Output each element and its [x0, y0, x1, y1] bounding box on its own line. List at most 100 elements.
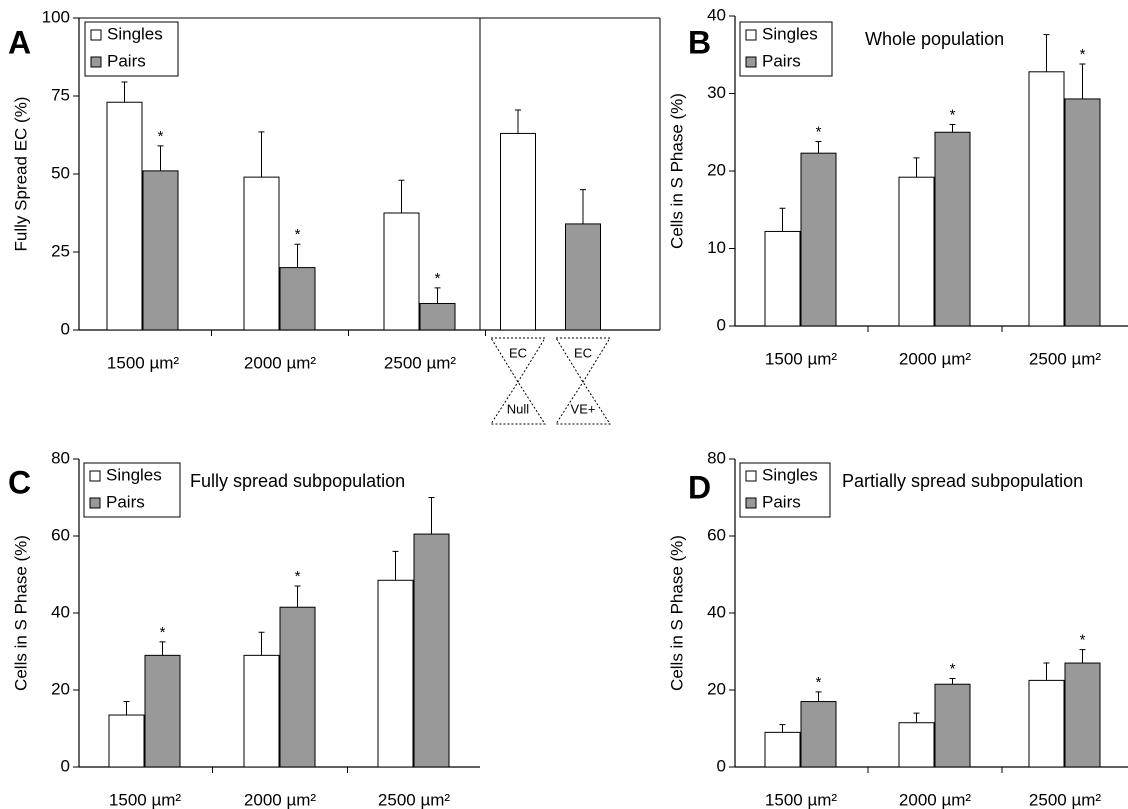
- x-tick-label: 2500 µm²: [384, 353, 456, 372]
- legend-label: Singles: [106, 465, 162, 484]
- legend-swatch: [89, 470, 101, 482]
- y-tick-label: 20: [707, 160, 726, 179]
- y-axis-title: Fully Spread EC (%): [11, 97, 30, 252]
- bar: [800, 701, 837, 768]
- error-bar: [779, 207, 786, 232]
- chart-title: Partially spread subpopulation: [842, 471, 1083, 491]
- x-tick-label: 1500 µm²: [765, 349, 837, 368]
- bar: [1064, 662, 1101, 768]
- bar: [279, 267, 316, 331]
- bar: [279, 606, 316, 768]
- bar: [500, 132, 536, 331]
- legend-swatch: [89, 497, 101, 509]
- bar: [1064, 98, 1101, 327]
- y-tick-label: 0: [61, 319, 70, 338]
- y-tick-label: 30: [707, 83, 726, 102]
- error-bar: [434, 287, 441, 304]
- bar: [898, 176, 935, 327]
- error-bar: [1043, 34, 1050, 72]
- significance-marker: *: [950, 660, 956, 677]
- bar: [1028, 71, 1065, 327]
- legend-swatch: [745, 470, 757, 482]
- error-bar: [1079, 649, 1086, 664]
- bar: [383, 212, 420, 331]
- legend-label: Singles: [762, 465, 818, 484]
- significance-marker: *: [816, 124, 822, 141]
- error-bar: [949, 124, 956, 133]
- error-bar: [398, 179, 405, 213]
- bar: [108, 714, 145, 768]
- error-bar: [913, 712, 920, 723]
- y-tick-label: 75: [51, 85, 70, 104]
- legend-label: Singles: [107, 24, 163, 43]
- y-axis-title: Cells in S Phase (%): [667, 93, 686, 249]
- x-tick-label: 2000 µm²: [244, 790, 316, 809]
- y-tick-label: 0: [717, 756, 726, 775]
- y-tick-label: 100: [42, 7, 70, 26]
- legend-swatch: [745, 29, 757, 41]
- x-tick-label: 1500 µm²: [107, 353, 179, 372]
- y-tick-label: 40: [707, 5, 726, 24]
- bar: [106, 101, 143, 331]
- x-tick-label: 2500 µm²: [378, 790, 450, 809]
- inset-label-bottom: Null: [507, 401, 530, 416]
- bar: [413, 533, 450, 768]
- y-tick-label: 20: [707, 679, 726, 698]
- significance-marker: *: [816, 674, 822, 691]
- error-bar: [815, 691, 822, 702]
- legend-label: Pairs: [107, 51, 146, 70]
- error-bar: [121, 81, 128, 103]
- bar: [144, 654, 181, 768]
- y-tick-label: 80: [51, 448, 70, 467]
- x-tick-label: 2000 µm²: [244, 353, 316, 372]
- error-bar: [258, 131, 265, 178]
- significance-marker: *: [950, 106, 956, 123]
- legend-swatch: [745, 56, 757, 68]
- chart-title: Whole population: [865, 29, 1004, 49]
- inset-label-top: EC: [574, 345, 592, 360]
- x-tick-label: 2000 µm²: [899, 790, 971, 809]
- error-bar: [123, 701, 130, 716]
- legend-swatch: [90, 29, 102, 41]
- panel-letter: C: [8, 464, 31, 500]
- panel-letter: A: [8, 24, 31, 60]
- error-bar: [515, 109, 521, 134]
- error-bar: [815, 141, 822, 154]
- y-tick-label: 60: [51, 525, 70, 544]
- bar: [934, 131, 971, 327]
- bar: [934, 683, 971, 768]
- error-bar: [258, 631, 265, 656]
- y-axis-title: Cells in S Phase (%): [667, 535, 686, 691]
- error-bar: [157, 145, 164, 171]
- bar: [764, 230, 801, 327]
- y-axis-title: Cells in S Phase (%): [11, 535, 30, 691]
- y-tick-label: 80: [707, 448, 726, 467]
- bar: [377, 579, 414, 768]
- y-tick-label: 0: [717, 315, 726, 334]
- legend-swatch: [90, 56, 102, 68]
- y-tick-label: 20: [51, 679, 70, 698]
- error-bar: [913, 157, 920, 178]
- x-tick-label: 1500 µm²: [765, 790, 837, 809]
- y-tick-label: 40: [707, 602, 726, 621]
- bar: [243, 654, 280, 768]
- bar: [142, 170, 179, 331]
- bar: [800, 152, 837, 327]
- y-tick-label: 0: [61, 756, 70, 775]
- x-tick-label: 2000 µm²: [899, 349, 971, 368]
- legend-swatch: [745, 497, 757, 509]
- bar: [419, 302, 456, 331]
- x-tick-label: 1500 µm²: [109, 790, 181, 809]
- error-bar: [580, 189, 586, 224]
- significance-marker: *: [1080, 46, 1086, 63]
- x-tick-label: 2500 µm²: [1029, 790, 1101, 809]
- y-tick-label: 60: [707, 525, 726, 544]
- bar: [1028, 679, 1065, 768]
- error-bar: [949, 677, 956, 685]
- bar: [565, 223, 601, 331]
- bar: [243, 176, 280, 331]
- y-tick-label: 40: [51, 602, 70, 621]
- chart-title: Fully spread subpopulation: [190, 471, 405, 491]
- significance-marker: *: [295, 226, 301, 243]
